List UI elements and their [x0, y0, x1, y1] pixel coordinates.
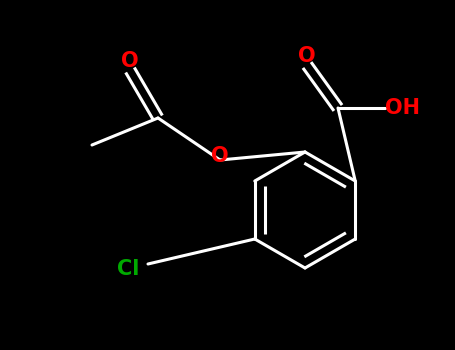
Text: O: O [211, 146, 229, 166]
Text: OH: OH [385, 98, 420, 118]
Text: O: O [298, 46, 316, 66]
Text: Cl: Cl [117, 259, 139, 279]
Text: O: O [121, 51, 139, 71]
